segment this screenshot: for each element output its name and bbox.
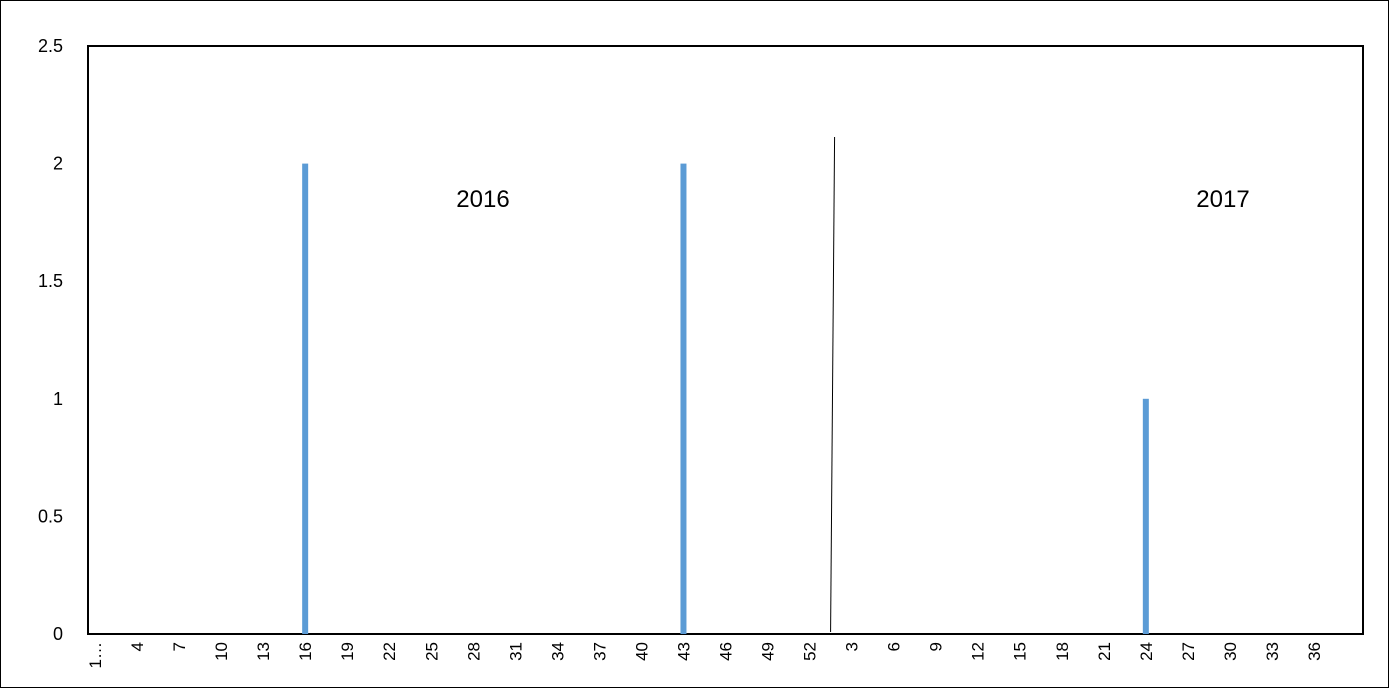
- x-tick-label: 16: [296, 642, 315, 661]
- year-divider-line: [830, 136, 836, 633]
- y-tick-label: 1: [53, 389, 63, 409]
- x-tick-label: 28: [464, 642, 483, 661]
- x-tick-label: 33: [1263, 642, 1282, 661]
- x-tick-label: 49: [759, 642, 778, 661]
- y-tick-label: 1.5: [38, 271, 63, 291]
- y-tick-label: 2: [53, 154, 63, 174]
- x-tick-label: 19: [338, 642, 357, 661]
- y-tick-label: 0: [53, 624, 63, 644]
- x-tick-label: 27: [1179, 642, 1198, 661]
- bar: [1142, 398, 1149, 634]
- bars: [302, 163, 1149, 634]
- x-tick-label: 22: [380, 642, 399, 661]
- y-tick-label: 0.5: [38, 506, 63, 526]
- x-tick-label: 12: [969, 642, 988, 661]
- x-tick-label: 3: [843, 642, 862, 651]
- x-tick-label: 36: [1305, 642, 1324, 661]
- x-tick-label: 30: [1221, 642, 1240, 661]
- x-tick-label: 46: [717, 642, 736, 661]
- x-tick-label: 43: [674, 642, 693, 661]
- x-tick-label: 10: [212, 642, 231, 661]
- x-tick-label: 24: [1137, 642, 1156, 661]
- x-tick-label: 21: [1095, 642, 1114, 661]
- x-tick-label: 13: [254, 642, 273, 661]
- annotation-2016: 2016: [456, 186, 509, 213]
- plot-area: [87, 45, 1364, 635]
- x-tick-label: 37: [590, 642, 609, 661]
- y-axis-tick-labels: 0 0.5 1 1.5 2 2.5: [38, 36, 63, 644]
- annotation-2017: 2017: [1196, 186, 1249, 213]
- x-tick-label: 4: [128, 642, 147, 651]
- bar: [302, 163, 309, 634]
- x-tick-label: 52: [801, 642, 820, 661]
- x-tick-label: 6: [885, 642, 904, 651]
- x-tick-label: 31: [506, 642, 525, 661]
- x-tick-label: 18: [1053, 642, 1072, 661]
- x-tick-label: 15: [1011, 642, 1030, 661]
- x-tick-label: 7: [170, 642, 189, 651]
- bar: [680, 163, 687, 634]
- x-tick-label: 1…: [86, 642, 105, 668]
- x-axis-tick-labels: 1… 4 7 10 13 16 19 22 25 28 31 34 37 40 43 46 49 52 3 6 9 12 1…: [86, 642, 1324, 668]
- x-tick-label: 9: [927, 642, 946, 651]
- x-tick-label: 34: [548, 642, 567, 661]
- x-tick-label: 40: [632, 642, 651, 661]
- y-tick-label: 2.5: [38, 36, 63, 56]
- x-tick-label: 25: [422, 642, 441, 661]
